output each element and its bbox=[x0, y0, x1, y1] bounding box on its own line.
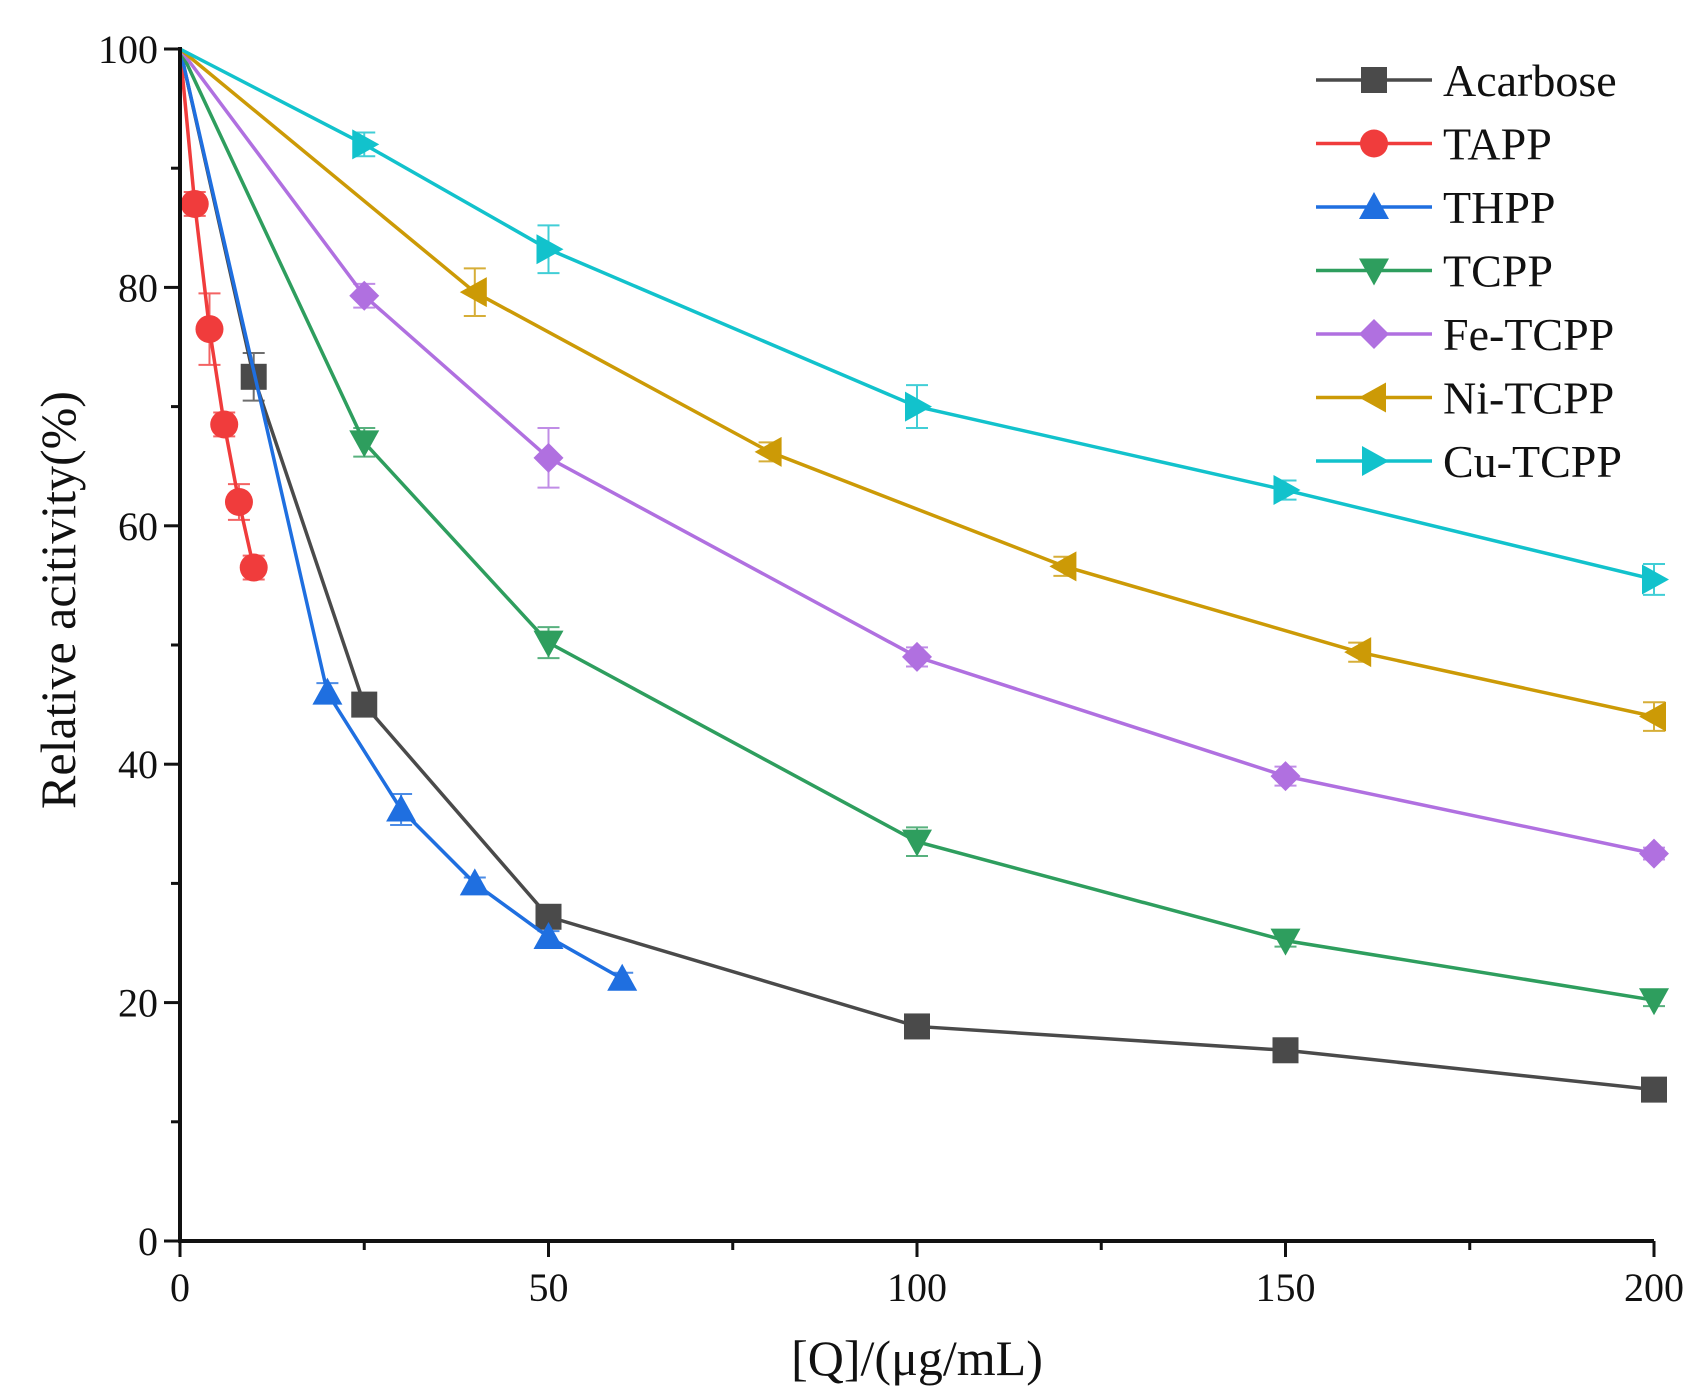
legend-marker bbox=[1362, 446, 1389, 476]
y-axis-label: Relative acitivity(%) bbox=[30, 391, 86, 809]
y-tick-label: 100 bbox=[98, 27, 158, 72]
data-point bbox=[533, 922, 564, 950]
series-line bbox=[178, 47, 1655, 856]
series-line bbox=[178, 48, 624, 981]
y-tick-label: 60 bbox=[118, 504, 158, 549]
legend-label: THPP bbox=[1443, 182, 1555, 233]
x-tick-label: 150 bbox=[1256, 1265, 1316, 1310]
legend-label: Fe-TCPP bbox=[1443, 309, 1614, 360]
legend-marker bbox=[1359, 192, 1389, 219]
legend-item: Fe-TCPP bbox=[1316, 309, 1614, 360]
legend-marker bbox=[1360, 129, 1388, 158]
data-point bbox=[459, 868, 490, 896]
legend-label: Acarbose bbox=[1443, 55, 1617, 106]
legend-label: Ni-TCPP bbox=[1443, 373, 1614, 424]
legend-marker bbox=[1359, 258, 1389, 286]
legend-item: THPP bbox=[1316, 182, 1555, 233]
legend-marker bbox=[1359, 319, 1389, 349]
data-point bbox=[349, 430, 380, 458]
x-tick-label: 0 bbox=[170, 1265, 190, 1310]
legend-item: Ni-TCPP bbox=[1316, 373, 1614, 424]
data-point bbox=[1270, 928, 1301, 956]
data-point bbox=[239, 553, 268, 582]
legend-marker bbox=[1359, 382, 1386, 413]
data-point bbox=[533, 442, 564, 473]
data-point bbox=[351, 691, 378, 718]
legend-item: Acarbose bbox=[1316, 55, 1617, 106]
series-tcpp bbox=[178, 48, 1669, 1016]
data-point bbox=[1639, 988, 1669, 1016]
x-axis-label: [Q]/(μg/mL) bbox=[791, 1330, 1043, 1386]
data-point bbox=[902, 641, 932, 672]
series-line bbox=[178, 48, 1655, 1092]
data-point bbox=[1639, 838, 1669, 869]
data-point bbox=[536, 234, 564, 265]
series-line bbox=[179, 47, 1655, 582]
data-point bbox=[386, 794, 417, 822]
legend-item: TCPP bbox=[1316, 246, 1553, 297]
data-point bbox=[459, 277, 487, 308]
legend-label: TCPP bbox=[1443, 246, 1553, 297]
series-cu-tcpp bbox=[179, 47, 1669, 596]
legend-item: TAPP bbox=[1316, 119, 1552, 170]
data-point bbox=[904, 1013, 930, 1040]
data-point bbox=[905, 391, 932, 422]
y-tick-label: 20 bbox=[118, 981, 158, 1026]
legend-label: TAPP bbox=[1443, 119, 1552, 170]
x-tick-label: 200 bbox=[1624, 1265, 1684, 1310]
series-fe-tcpp bbox=[178, 47, 1669, 869]
data-point bbox=[224, 487, 253, 516]
legend-label: Cu-TCPP bbox=[1443, 436, 1622, 487]
y-tick-label: 40 bbox=[118, 742, 158, 787]
legend-marker bbox=[1361, 67, 1387, 93]
data-point bbox=[180, 189, 209, 218]
axes: 0 50 100 150 200 0 20 40 60 80 100 bbox=[98, 27, 1684, 1310]
y-tick-label: 0 bbox=[138, 1219, 158, 1264]
data-point bbox=[349, 280, 380, 311]
series-line bbox=[178, 47, 1655, 719]
data-point bbox=[1344, 637, 1372, 668]
data-point bbox=[1641, 1076, 1667, 1103]
data-point bbox=[210, 410, 239, 439]
legend: Acarbose TAPP THPP TCPP Fe-TCPP Ni-TCPP Cu-TCP… bbox=[1316, 55, 1622, 487]
data-point bbox=[1049, 551, 1077, 582]
data-point bbox=[607, 963, 638, 991]
data-point bbox=[1270, 761, 1301, 792]
data-point bbox=[754, 436, 782, 467]
data-point bbox=[902, 829, 932, 857]
data-point bbox=[1639, 701, 1666, 732]
data-point bbox=[1642, 564, 1669, 595]
data-point bbox=[352, 129, 380, 160]
y-tick-label: 80 bbox=[118, 265, 158, 310]
series-tapp bbox=[178, 48, 268, 582]
data-point bbox=[195, 315, 224, 344]
series-line bbox=[178, 48, 1655, 1002]
x-tick-label: 100 bbox=[887, 1265, 947, 1310]
series-ni-tcpp bbox=[178, 47, 1666, 732]
series-layer bbox=[178, 47, 1669, 1103]
data-point bbox=[533, 630, 564, 658]
series-thpp bbox=[178, 48, 638, 991]
data-point bbox=[1272, 1037, 1299, 1064]
data-point bbox=[1273, 475, 1301, 506]
legend-item: Cu-TCPP bbox=[1316, 436, 1622, 487]
data-point bbox=[312, 677, 343, 705]
x-tick-label: 50 bbox=[529, 1265, 569, 1310]
